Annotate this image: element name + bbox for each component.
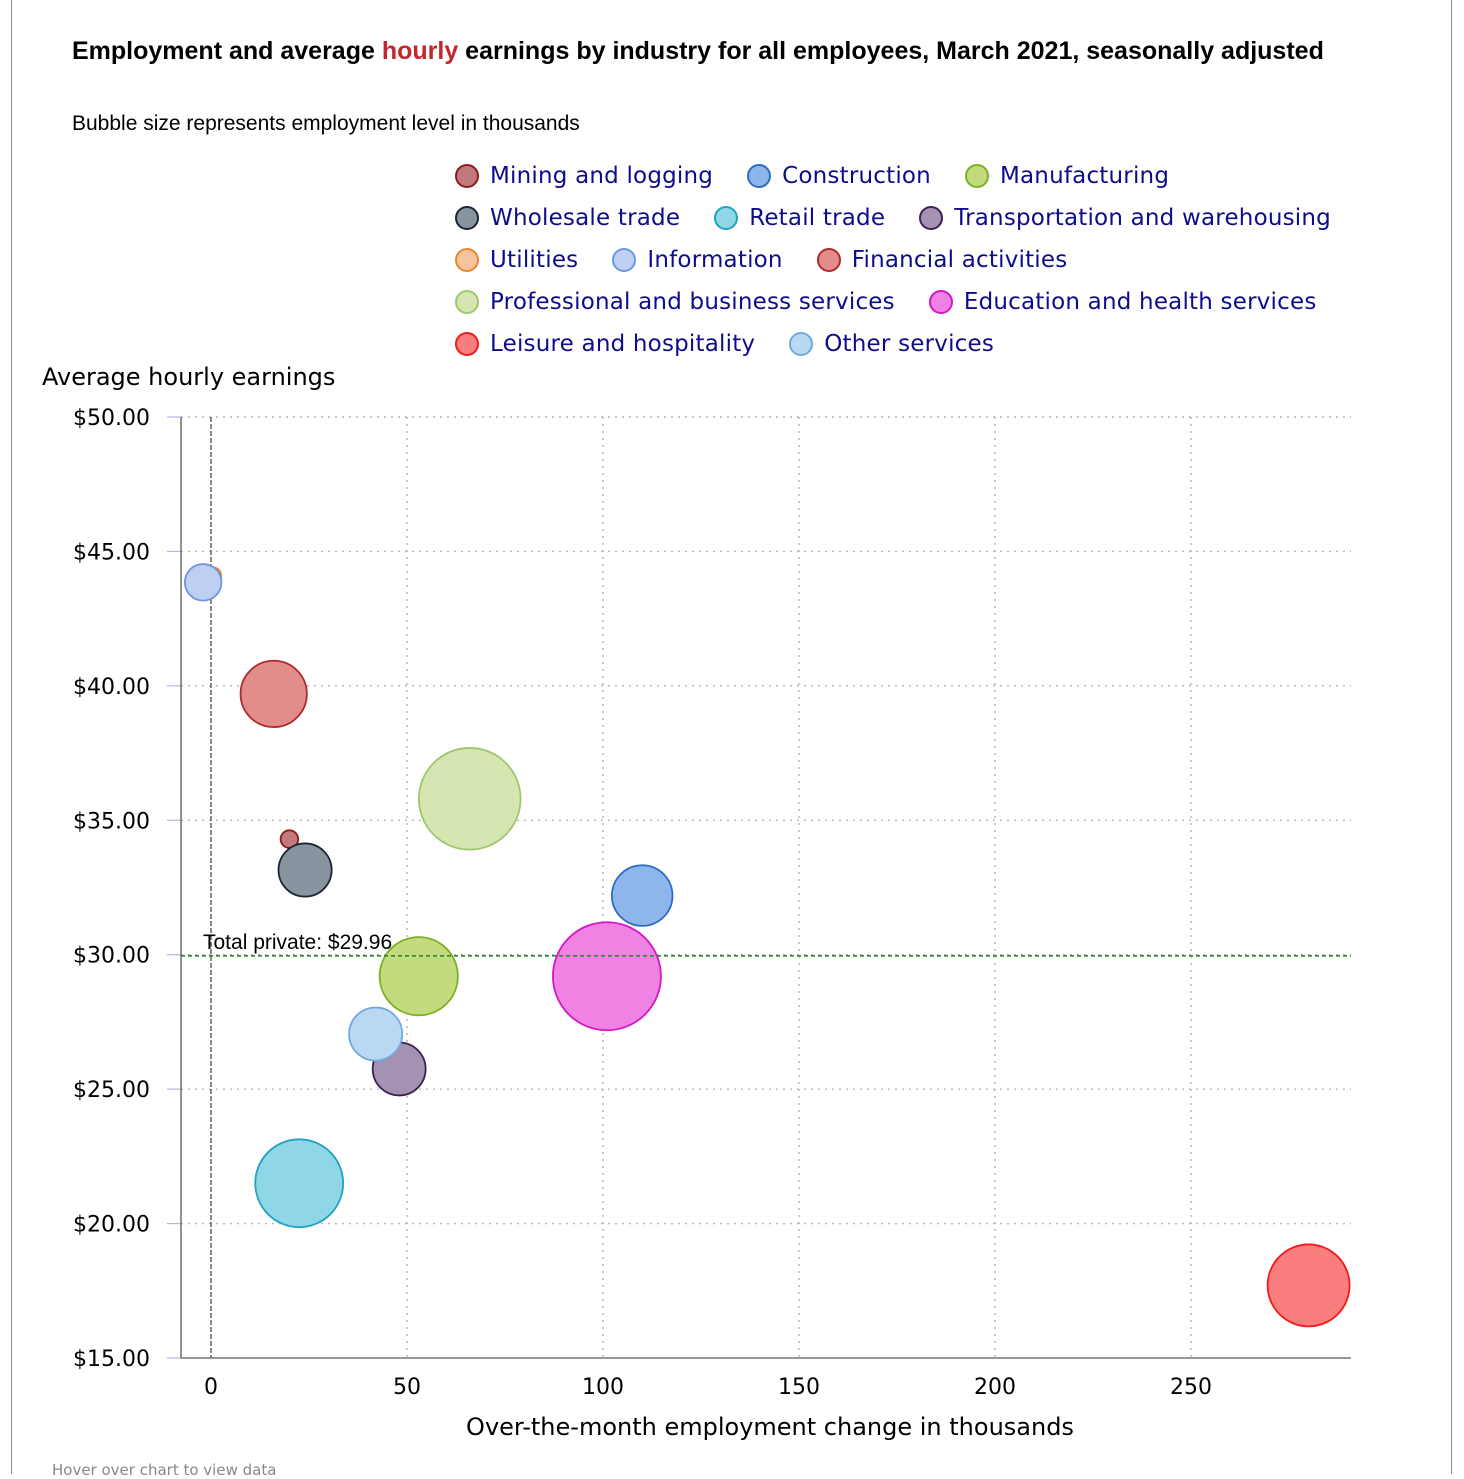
legend-label: Information	[647, 247, 783, 273]
legend-swatch	[816, 248, 841, 272]
legend-label: Financial activities	[851, 247, 1068, 273]
x-axis-label: Over-the-month employment change in thou…	[466, 1413, 1074, 1441]
legend-label: Mining and logging	[490, 163, 714, 189]
x-tick-label: 200	[974, 1375, 1016, 1400]
bubble-leisure-and-hospitality[interactable]	[1266, 1243, 1351, 1328]
y-axis-label: Average hourly earnings	[42, 363, 336, 391]
legend-swatch	[455, 164, 479, 188]
bubble-other-services[interactable]	[348, 1006, 404, 1062]
legend-label: Manufacturing	[999, 163, 1170, 189]
legend-item-mining-and-logging[interactable]: Mining and logging	[455, 163, 713, 189]
chart-legend: Mining and logging Construction Manufactur…	[455, 155, 1445, 365]
bubble-education-and-health-services[interactable]	[552, 921, 662, 1032]
legend-label: Wholesale trade	[490, 205, 681, 231]
legend-swatch	[455, 332, 479, 356]
legend-swatch	[455, 290, 479, 314]
legend-swatch	[714, 206, 739, 230]
legend-swatch	[747, 164, 772, 188]
legend-swatch	[964, 164, 989, 188]
legend-item-financial-activities[interactable]: Financial activities	[816, 247, 1068, 273]
legend-item-education-and-health-services[interactable]: Education and health services	[928, 289, 1317, 315]
legend-row: Utilities Information Financial activities	[455, 239, 1445, 281]
x-tick-label: 0	[204, 1375, 218, 1400]
legend-swatch	[789, 332, 814, 356]
frame-border-right	[1451, 0, 1452, 1474]
frame-border-left	[11, 0, 12, 1474]
y-tick-label: $25.00	[73, 1078, 150, 1103]
legend-row: Wholesale trade Retail trade Transportatio…	[455, 197, 1445, 239]
bubble-construction[interactable]	[611, 864, 674, 927]
legend-item-construction[interactable]: Construction	[747, 163, 931, 189]
legend-item-leisure-and-hospitality[interactable]: Leisure and hospitality	[455, 331, 755, 357]
legend-item-other-services[interactable]: Other services	[789, 331, 994, 357]
bubble-financial-activities[interactable]	[239, 659, 308, 728]
x-tick-label: 250	[1170, 1375, 1212, 1400]
legend-swatch	[455, 248, 479, 272]
legend-label: Leisure and hospitality	[490, 331, 756, 357]
legend-label: Transportation and warehousing	[954, 205, 1331, 231]
legend-label: Professional and business services	[490, 289, 895, 315]
legend-swatch	[919, 206, 944, 230]
bubble-manufacturing[interactable]	[378, 936, 459, 1017]
x-tick-label: 150	[778, 1375, 820, 1400]
legend-item-retail-trade[interactable]: Retail trade	[714, 205, 885, 231]
chart-title: Employment and average hourly earnings b…	[72, 34, 1392, 68]
y-tick-label: $50.00	[73, 406, 150, 431]
y-tick-label: $40.00	[73, 675, 150, 700]
legend-item-information[interactable]: Information	[612, 247, 783, 273]
legend-row: Professional and business services Educat…	[455, 281, 1445, 323]
legend-row: Leisure and hospitality Other services	[455, 323, 1445, 365]
y-tick-label: $15.00	[73, 1347, 150, 1372]
title-part-1: Employment and average	[72, 37, 382, 65]
legend-item-professional-and-business-services[interactable]: Professional and business services	[455, 289, 895, 315]
legend-label: Construction	[782, 163, 931, 189]
legend-swatch	[455, 206, 479, 230]
legend-item-utilities[interactable]: Utilities	[455, 247, 578, 273]
bubble-wholesale-trade[interactable]	[277, 842, 333, 898]
title-part-3: earnings by industry for all employees, …	[458, 37, 1324, 65]
legend-label: Utilities	[490, 247, 579, 273]
y-tick-label: $35.00	[73, 809, 150, 834]
bubble-information[interactable]	[183, 563, 223, 602]
x-tick-label: 50	[393, 1375, 421, 1400]
title-highlight-hourly: hourly	[381, 37, 459, 65]
legend-row: Mining and logging Construction Manufactur…	[455, 155, 1445, 197]
y-tick-label: $20.00	[73, 1213, 150, 1238]
bubble-professional-and-business-services[interactable]	[417, 747, 522, 851]
legend-swatch	[612, 248, 637, 272]
legend-label: Other services	[824, 331, 995, 357]
y-tick-label: $30.00	[73, 944, 150, 969]
bubble-retail-trade[interactable]	[254, 1138, 345, 1229]
legend-item-wholesale-trade[interactable]: Wholesale trade	[455, 205, 680, 231]
legend-label: Education and health services	[963, 289, 1317, 315]
legend-swatch	[928, 290, 953, 314]
chart-subtitle: Bubble size represents employment level …	[72, 112, 580, 135]
legend-label: Retail trade	[749, 205, 886, 231]
x-tick-label: 100	[582, 1375, 624, 1400]
legend-item-manufacturing[interactable]: Manufacturing	[964, 163, 1170, 189]
y-tick-label: $45.00	[73, 540, 150, 565]
hover-hint: Hover over chart to view data	[52, 1461, 277, 1479]
total-private-label: Total private: $29.96	[203, 931, 392, 954]
legend-item-transportation-and-warehousing[interactable]: Transportation and warehousing	[919, 205, 1331, 231]
